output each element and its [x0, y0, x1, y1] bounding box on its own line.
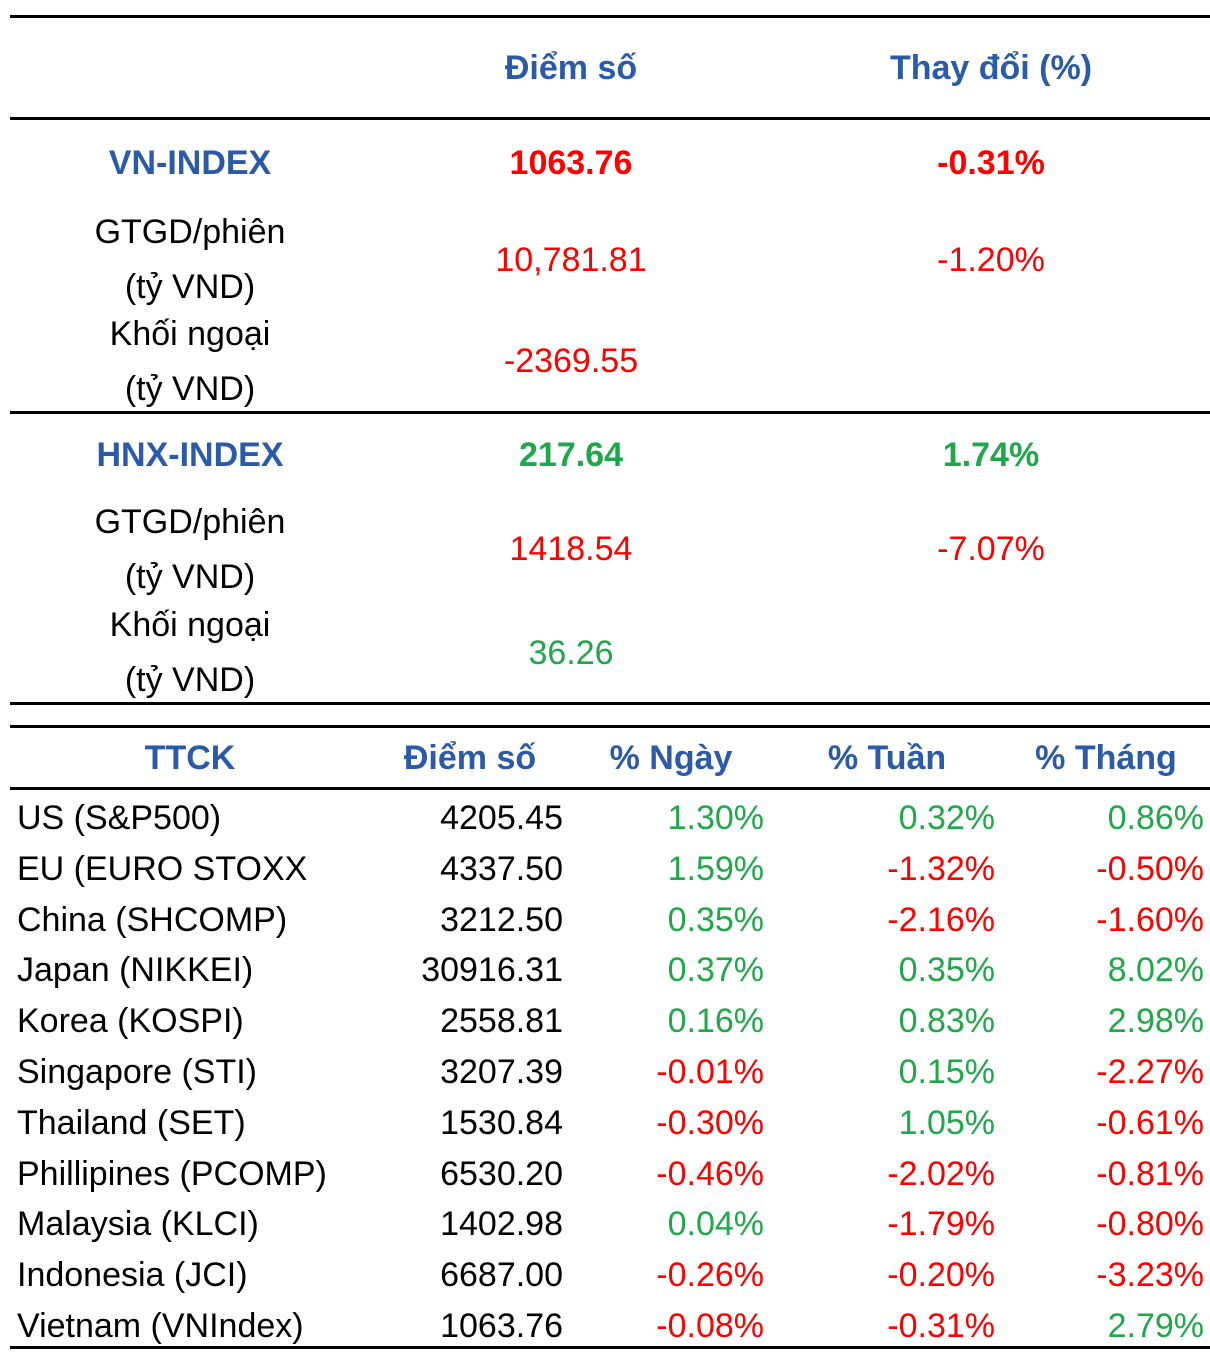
hnx-index-label: HNX-INDEX — [96, 436, 284, 474]
section-divider — [10, 411, 1210, 414]
market-week-change: -1.79% — [887, 1205, 995, 1243]
market-week-change: 1.05% — [898, 1104, 995, 1142]
market-day-change: 0.37% — [667, 951, 764, 989]
market-day-change: -0.01% — [656, 1053, 764, 1091]
market-month-change: -0.81% — [1096, 1155, 1204, 1193]
market-header-ttck: TTCK — [144, 739, 236, 777]
vn-foreign-label-line1: Khối ngoại — [109, 315, 271, 353]
market-week-change: -1.32% — [887, 850, 995, 888]
market-score: 6530.20 — [440, 1155, 563, 1193]
market-day-change: 1.30% — [667, 799, 764, 837]
market-name: Phillipines (PCOMP) — [17, 1155, 327, 1193]
market-week-change: 0.15% — [898, 1053, 995, 1091]
market-score: 1402.98 — [440, 1205, 563, 1243]
hnx-index-score: 217.64 — [519, 436, 623, 474]
market-day-change: 1.59% — [667, 850, 764, 888]
vn-foreign-value: -2369.55 — [503, 342, 639, 380]
market-score: 6687.00 — [440, 1256, 563, 1294]
market-month-change: 2.79% — [1107, 1307, 1204, 1345]
market-name: Japan (NIKKEI) — [17, 951, 254, 989]
vn-index-label: VN-INDEX — [108, 144, 272, 182]
vn-foreign-label-line2: (tỷ VND) — [124, 370, 256, 408]
vn-gtgd-value: 10,781.81 — [495, 241, 647, 279]
market-month-change: -0.80% — [1096, 1205, 1204, 1243]
market-table-top-border — [10, 725, 1210, 728]
market-month-change: -1.60% — [1096, 901, 1204, 939]
market-week-change: 0.83% — [898, 1002, 995, 1040]
market-week-change: -2.02% — [887, 1155, 995, 1193]
market-header-week: % Tuần — [827, 739, 947, 777]
market-score: 4337.50 — [440, 850, 563, 888]
header-change: Thay đổi (%) — [889, 49, 1093, 87]
market-day-change: 0.04% — [667, 1205, 764, 1243]
market-month-change: 0.86% — [1107, 799, 1204, 837]
market-name: US (S&P500) — [17, 799, 222, 837]
market-month-change: 8.02% — [1107, 951, 1204, 989]
hnx-gtgd-change: -7.07% — [937, 530, 1045, 568]
hnx-gtgd-label-line2: (tỷ VND) — [124, 558, 256, 596]
market-score: 3212.50 — [440, 901, 563, 939]
market-name: Indonesia (JCI) — [17, 1256, 248, 1294]
market-score: 3207.39 — [440, 1053, 563, 1091]
market-day-change: -0.08% — [656, 1307, 764, 1345]
market-month-change: -0.50% — [1096, 850, 1204, 888]
market-table-bottom-border — [10, 1346, 1210, 1349]
market-week-change: -0.31% — [887, 1307, 995, 1345]
header-score: Điểm số — [504, 49, 638, 87]
hnx-gtgd-label-line1: GTGD/phiên — [94, 503, 286, 541]
market-week-change: 0.32% — [898, 799, 995, 837]
market-name: Malaysia (KLCI) — [17, 1205, 259, 1243]
top-table-bottom-border — [10, 702, 1210, 705]
market-name: Korea (KOSPI) — [17, 1002, 244, 1040]
market-month-change: 2.98% — [1107, 1002, 1204, 1040]
vn-index-score: 1063.76 — [509, 144, 633, 182]
market-month-change: -3.23% — [1096, 1256, 1204, 1294]
market-day-change: 0.35% — [667, 901, 764, 939]
top-border — [10, 15, 1210, 18]
vn-gtgd-label-line1: GTGD/phiên — [94, 213, 286, 251]
market-score: 1530.84 — [440, 1104, 563, 1142]
market-score: 2558.81 — [440, 1002, 563, 1040]
market-score: 4205.45 — [440, 799, 563, 837]
hnx-foreign-label-line2: (tỷ VND) — [124, 661, 256, 699]
market-day-change: -0.46% — [656, 1155, 764, 1193]
market-month-change: -2.27% — [1096, 1053, 1204, 1091]
market-day-change: -0.30% — [656, 1104, 764, 1142]
hnx-index-change: 1.74% — [942, 436, 1040, 474]
market-day-change: -0.26% — [656, 1256, 764, 1294]
market-header-divider — [10, 787, 1210, 790]
vn-gtgd-change: -1.20% — [937, 241, 1045, 279]
hnx-gtgd-value: 1418.54 — [509, 530, 633, 568]
market-name: China (SHCOMP) — [17, 901, 288, 939]
market-day-change: 0.16% — [667, 1002, 764, 1040]
market-week-change: 0.35% — [898, 951, 995, 989]
market-score: 1063.76 — [440, 1307, 563, 1345]
market-name: EU (EURO STOXX — [17, 850, 308, 888]
market-header-day: % Ngày — [609, 739, 733, 777]
market-header-score: Điểm số — [403, 739, 537, 777]
market-month-change: -0.61% — [1096, 1104, 1204, 1142]
market-week-change: -2.16% — [887, 901, 995, 939]
hnx-foreign-label-line1: Khối ngoại — [109, 606, 271, 644]
hnx-foreign-value: 36.26 — [528, 634, 614, 672]
vn-index-change: -0.31% — [937, 144, 1045, 182]
market-week-change: -0.20% — [887, 1256, 995, 1294]
vn-gtgd-label-line2: (tỷ VND) — [124, 268, 256, 306]
market-header-month: % Tháng — [1035, 739, 1177, 777]
market-name: Thailand (SET) — [17, 1104, 246, 1142]
market-name: Singapore (STI) — [17, 1053, 257, 1091]
market-score: 30916.31 — [421, 951, 563, 989]
market-name: Vietnam (VNIndex) — [17, 1307, 304, 1345]
header-divider — [10, 117, 1210, 120]
